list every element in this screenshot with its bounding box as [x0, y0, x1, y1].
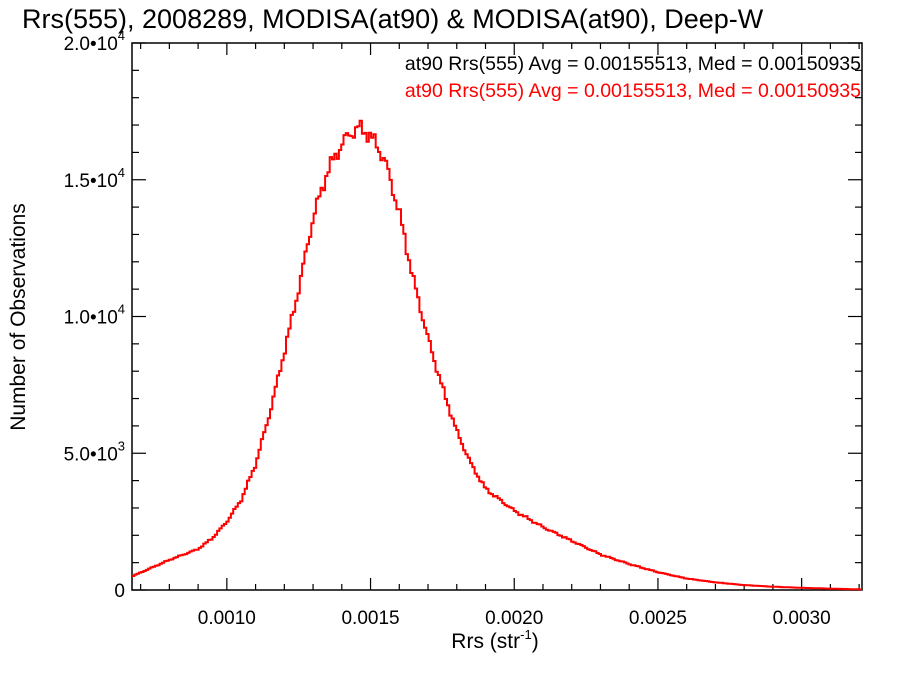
annotation-line-2: at90 Rrs(555) Avg = 0.00155513, Med = 0.…	[405, 80, 861, 102]
y-axis-ticks: 0 5.0•103 1.0•104 1.5•104 2.0•104	[64, 28, 862, 602]
y-tick-label: 0	[114, 581, 125, 602]
x-tick-label: 0.0010	[198, 608, 256, 629]
x-axis-label-main: Rrs (str	[451, 630, 520, 653]
y-tick-label: 1.5•104	[64, 165, 125, 192]
x-axis-label-end: )	[532, 630, 539, 653]
annotation-line-1: at90 Rrs(555) Avg = 0.00155513, Med = 0.…	[405, 53, 861, 75]
x-tick-label: 0.0020	[485, 608, 543, 629]
y-tick-label: 1.0•104	[64, 302, 125, 329]
x-tick-label: 0.0015	[341, 608, 399, 629]
y-axis-label: Number of Observations	[7, 203, 30, 431]
y-tick-label: 2.0•104	[64, 28, 125, 55]
x-tick-label: 0.0030	[773, 608, 831, 629]
x-axis-label: Rrs (str-1)	[451, 627, 538, 653]
x-axis-label-superscript: -1	[520, 627, 532, 642]
histogram-series-line	[132, 119, 862, 591]
x-tick-label: 0.0025	[629, 608, 687, 629]
y-tick-label: 5.0•103	[64, 438, 125, 465]
x-axis-ticks: 0.0010 0.0015 0.0020 0.0025 0.0030	[140, 43, 860, 629]
legend-annotations: at90 Rrs(555) Avg = 0.00155513, Med = 0.…	[405, 53, 861, 102]
chart-title: Rrs(555), 2008289, MODISA(at90) & MODISA…	[22, 4, 764, 34]
